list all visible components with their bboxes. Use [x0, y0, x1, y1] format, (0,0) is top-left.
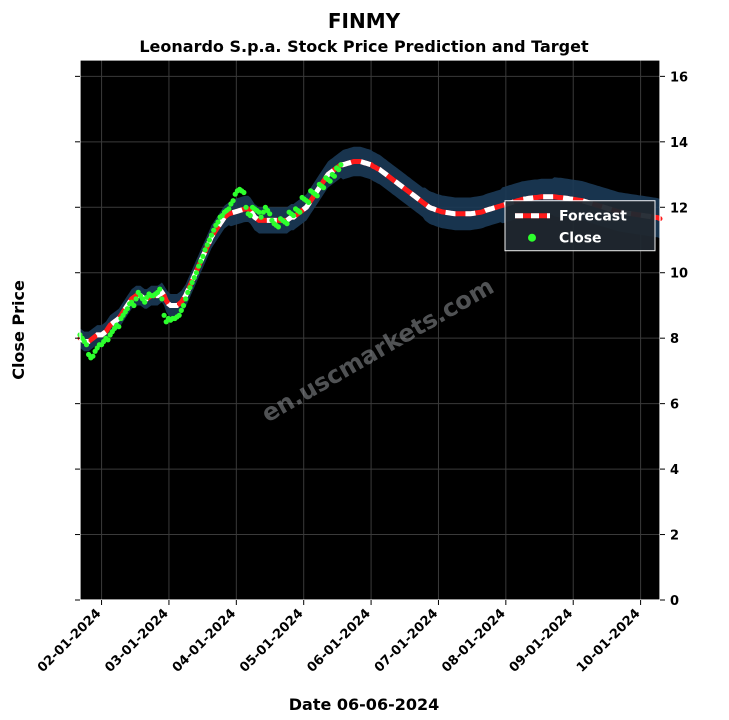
y-tick-right: 0 [670, 594, 679, 609]
y-tick-left: 4 [61, 463, 70, 478]
close-point [243, 205, 248, 210]
close-point [226, 206, 231, 211]
close-point [207, 237, 212, 242]
legend-label-forecast: Forecast [559, 209, 627, 225]
x-tick-label: 09-01-2024 [507, 606, 576, 675]
close-point [205, 242, 210, 247]
close-point [157, 287, 162, 292]
close-point [336, 167, 341, 172]
close-point [259, 215, 264, 220]
close-point [187, 285, 192, 290]
close-point [291, 213, 296, 218]
y-tick-right: 10 [670, 267, 688, 282]
close-point [328, 179, 333, 184]
close-point [131, 303, 136, 308]
close-point [194, 270, 199, 275]
close-point [142, 300, 147, 305]
x-tick-label: 10-01-2024 [574, 606, 643, 675]
y-tick-right: 14 [670, 136, 688, 151]
y-tick-right: 8 [670, 332, 679, 347]
y-tick-right: 6 [670, 398, 679, 413]
y-tick-right: 4 [670, 463, 679, 478]
close-point [215, 219, 220, 224]
close-point [231, 198, 236, 203]
x-tick-label: 07-01-2024 [372, 606, 441, 675]
chart-container: FINMY Leonardo S.p.a. Stock Price Predic… [0, 0, 729, 720]
y-tick-right: 12 [670, 201, 688, 216]
close-point [209, 233, 214, 238]
chart-title-sub: Leonardo S.p.a. Stock Price Prediction a… [139, 37, 589, 56]
close-point [338, 162, 343, 167]
legend-label-close: Close [559, 231, 602, 247]
close-point [162, 313, 167, 318]
close-point [192, 275, 197, 280]
y-tick-left: 16 [52, 70, 70, 85]
close-point [297, 210, 302, 215]
y-tick-left: 6 [61, 398, 70, 413]
close-point [134, 296, 139, 301]
x-tick-label: 05-01-2024 [237, 606, 306, 675]
y-tick-left: 10 [52, 267, 70, 282]
y-tick-left: 2 [61, 529, 70, 544]
plot-area: en.uscmarkets.com00224466881010121214141… [35, 60, 688, 676]
y-tick-left: 8 [61, 332, 70, 347]
close-point [203, 247, 208, 252]
x-tick-label: 02-01-2024 [35, 606, 104, 675]
close-point [211, 228, 216, 233]
close-point [315, 193, 320, 198]
close-point [190, 280, 195, 285]
close-point [181, 303, 186, 308]
close-point [196, 264, 201, 269]
x-axis-label: Date 06-06-2024 [289, 695, 440, 714]
close-point [200, 254, 205, 259]
close-point [198, 259, 203, 264]
close-point [321, 185, 326, 190]
close-point [248, 213, 253, 218]
y-tick-left: 12 [52, 201, 70, 216]
y-tick-left: 14 [52, 136, 70, 151]
close-point [267, 211, 272, 216]
close-point [179, 308, 184, 313]
close-point [177, 313, 182, 318]
x-tick-label: 03-01-2024 [102, 606, 171, 675]
close-point [276, 224, 281, 229]
close-point [185, 290, 190, 295]
close-point [116, 324, 121, 329]
close-point [241, 190, 246, 195]
legend-swatch-close [528, 234, 536, 242]
close-point [284, 221, 289, 226]
close-point [183, 296, 188, 301]
x-tick-label: 04-01-2024 [170, 606, 239, 675]
x-tick-label: 08-01-2024 [439, 606, 508, 675]
y-tick-right: 2 [670, 529, 679, 544]
close-point [84, 342, 89, 347]
y-tick-right: 16 [670, 70, 688, 85]
close-point [125, 306, 130, 311]
x-tick-label: 06-01-2024 [304, 606, 373, 675]
close-point [159, 296, 164, 301]
y-axis-label: Close Price [9, 280, 28, 380]
close-point [306, 200, 311, 205]
close-point [332, 174, 337, 179]
chart-title-main: FINMY [328, 9, 401, 33]
close-point [105, 337, 110, 342]
close-point [90, 354, 95, 359]
y-tick-left: 0 [61, 594, 70, 609]
